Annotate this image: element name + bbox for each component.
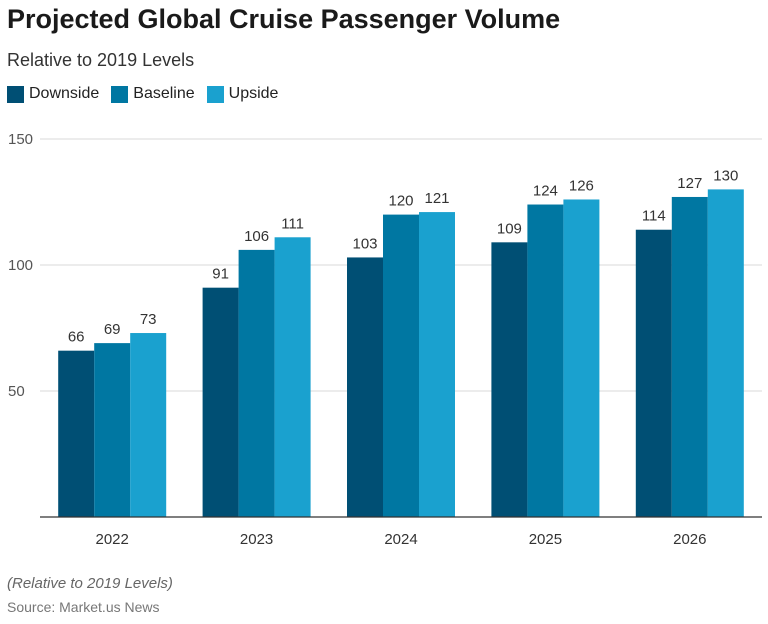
data-label: 130 [713,167,738,184]
x-tick-label: 2023 [240,531,273,548]
bar-downside [58,350,95,517]
chart-subtitle: Relative to 2019 Levels [7,50,195,70]
x-tick-label: 2025 [529,531,562,548]
x-tick-label: 2024 [384,531,417,548]
bar-downside [202,287,239,517]
y-tick-label: 150 [8,131,33,148]
data-label: 66 [68,329,85,346]
bar-upside [707,189,744,517]
bar-downside [635,229,672,517]
bar-upside [563,199,600,518]
legend-item-downside: Downside [7,85,99,103]
bar-downside [491,242,528,517]
x-tick-label: 2022 [96,531,129,548]
data-label: 124 [533,183,558,200]
bar-baseline [238,249,275,517]
legend-item-upside: Upside [206,85,279,103]
data-label: 120 [388,193,413,210]
chart-note: (Relative to 2019 Levels) [7,575,173,592]
bar-baseline [94,343,131,517]
data-label: 114 [642,208,666,225]
legend-label: Baseline [133,85,195,102]
legend: Downside Baseline Upside [7,85,278,103]
bar-upside [130,333,167,517]
bar-baseline [671,196,708,517]
legend-swatch-downside [7,85,24,103]
bar-upside [274,237,311,517]
data-label: 73 [140,311,157,328]
data-label: 127 [677,175,702,192]
bar-downside [347,257,383,517]
legend-label: Upside [228,85,279,102]
data-label: 126 [569,177,594,194]
legend-swatch-baseline [111,85,129,103]
legend-item-baseline: Baseline [111,85,195,103]
legend-swatch-upside [206,85,224,103]
chart-title: Projected Global Cruise Passenger Volume [7,4,561,34]
bar-baseline [383,214,419,517]
data-label: 109 [497,220,522,237]
data-label: 106 [244,228,269,245]
legend-label: Downside [29,85,100,102]
data-label: 111 [281,215,304,232]
bar-baseline [527,204,564,517]
y-tick-label: 50 [8,383,25,400]
data-label: 103 [352,235,377,252]
y-tick-label: 100 [8,257,33,274]
x-tick-label: 2026 [673,531,706,548]
chart-source: Source: Market.us News [7,599,160,615]
data-label: 69 [104,321,121,338]
bar-upside [419,212,455,517]
data-label: 91 [212,266,229,283]
data-label: 121 [424,190,449,207]
